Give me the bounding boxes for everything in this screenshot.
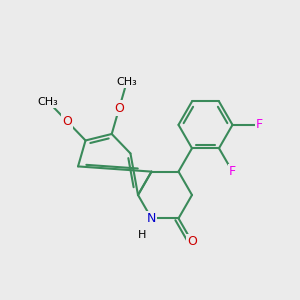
Text: N: N [147,212,156,225]
Text: F: F [229,165,236,178]
Text: O: O [187,235,197,248]
Text: CH₃: CH₃ [116,77,137,87]
Text: CH₃: CH₃ [38,97,58,106]
Text: H: H [138,230,146,240]
Text: O: O [114,101,124,115]
Text: O: O [62,115,72,128]
Text: F: F [256,118,263,131]
